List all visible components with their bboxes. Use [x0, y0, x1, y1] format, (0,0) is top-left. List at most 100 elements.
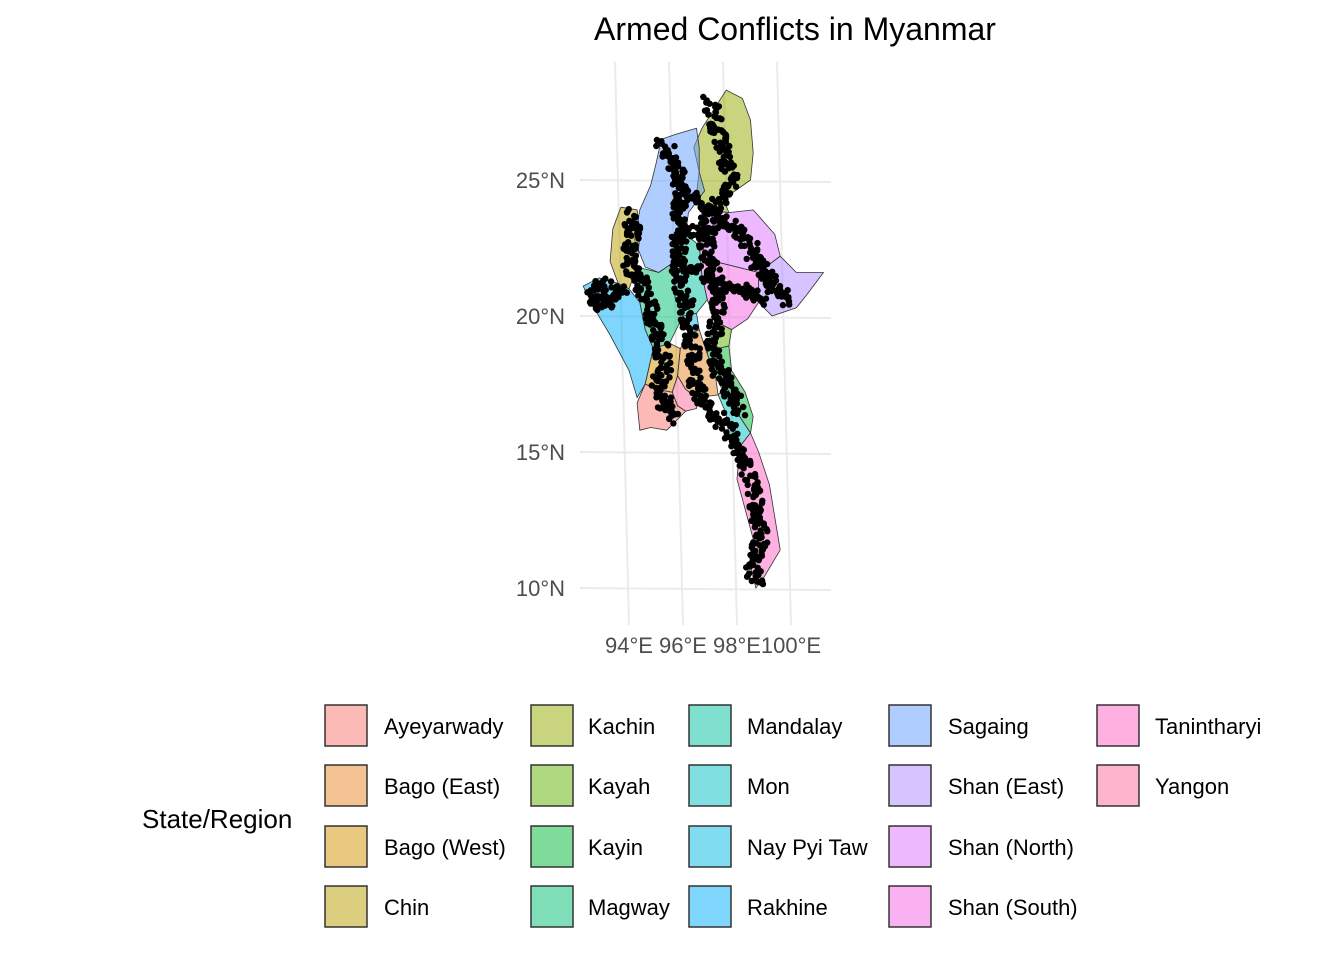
legend-label-1: Bago (East) [384, 774, 500, 799]
conflict-point [650, 327, 657, 334]
conflict-point [637, 286, 644, 294]
conflict-point [665, 342, 672, 349]
legend-label-17: Yangon [1155, 774, 1229, 799]
conflict-point [738, 471, 745, 478]
conflict-point [759, 546, 767, 553]
conflict-point [713, 330, 720, 338]
conflict-point [653, 353, 661, 361]
legend-key-7 [530, 885, 574, 928]
conflict-point [692, 332, 699, 339]
conflict-point [705, 345, 712, 352]
conflict-point [683, 292, 690, 300]
legend-label-10: Nay Pyi Taw [747, 835, 868, 860]
conflict-point [732, 217, 739, 225]
conflict-point [688, 344, 695, 351]
conflict-point [740, 459, 747, 466]
conflict-point [726, 142, 733, 150]
conflict-point [653, 142, 660, 150]
conflict-point [714, 323, 721, 331]
conflict-point [710, 265, 717, 272]
conflict-point [659, 382, 667, 389]
conflict-point [628, 250, 636, 257]
conflict-point [725, 366, 732, 374]
legend-key-5 [530, 764, 574, 807]
conflict-point [722, 371, 729, 379]
conflict-point [684, 287, 692, 295]
conflict-point [696, 345, 703, 352]
conflict-point [716, 148, 723, 155]
conflict-point [599, 300, 607, 308]
conflict-point [759, 580, 766, 587]
legend-key-4 [530, 704, 574, 747]
conflict-point [676, 302, 684, 309]
conflict-point [680, 260, 687, 267]
conflict-point [746, 249, 754, 256]
conflict-point [730, 404, 738, 411]
conflict-point [752, 573, 759, 580]
conflict-point [733, 443, 740, 451]
conflict-point [629, 256, 636, 263]
legend-label-7: Magway [588, 895, 670, 920]
conflict-point [685, 312, 693, 319]
conflict-point [785, 296, 792, 304]
legend-key-1 [324, 764, 368, 807]
conflict-point [752, 547, 759, 555]
conflict-point [728, 443, 735, 450]
legend-title: State/Region [142, 804, 292, 834]
x-tick-label-0: 94°E [605, 633, 653, 658]
conflict-point [659, 396, 666, 403]
conflict-point [604, 299, 612, 306]
conflict-point [741, 412, 749, 419]
conflict-point [751, 519, 758, 526]
conflict-point [656, 405, 664, 412]
conflict-point [712, 423, 719, 430]
conflict-point [641, 296, 648, 303]
conflict-point [713, 213, 721, 221]
conflict-point [720, 309, 727, 316]
conflict-point [686, 381, 694, 388]
conflict-point [590, 287, 598, 294]
conflict-point [717, 369, 724, 376]
legend-label-15: Shan (South) [948, 895, 1078, 920]
conflict-point [669, 248, 676, 255]
conflict-point [757, 527, 764, 534]
conflict-point [686, 326, 694, 334]
conflict-point [712, 198, 719, 206]
conflict-point [717, 200, 724, 207]
conflict-point [744, 490, 752, 498]
conflict-point [756, 295, 763, 303]
conflict-point [723, 213, 730, 220]
conflict-point [655, 366, 662, 374]
conflict-point [673, 237, 681, 245]
conflict-point [662, 147, 670, 154]
conflict-point [670, 420, 677, 427]
conflict-point [754, 246, 761, 253]
conflict-point [721, 435, 729, 442]
conflict-point [666, 374, 673, 381]
legend-label-0: Ayeyarwady [384, 714, 503, 739]
conflict-point [751, 524, 759, 531]
conflict-point [744, 481, 751, 489]
conflict-point [672, 289, 680, 296]
conflict-point [623, 289, 630, 296]
conflict-point [618, 286, 626, 294]
conflict-point [711, 339, 719, 346]
conflict-point [676, 220, 683, 228]
conflict-point [666, 353, 673, 360]
conflict-point [715, 347, 723, 354]
conflict-point [701, 249, 709, 256]
legend-key-9 [688, 764, 732, 807]
conflict-point [658, 139, 665, 147]
conflict-point [756, 514, 763, 521]
conflict-point [677, 185, 684, 192]
conflict-point [649, 335, 657, 342]
conflict-point [729, 164, 736, 171]
conflict-point [706, 100, 713, 107]
legend-label-9: Mon [747, 774, 790, 799]
legend-key-17 [1096, 764, 1140, 807]
conflict-point [786, 301, 793, 308]
conflict-point [755, 488, 762, 495]
conflict-point [688, 268, 696, 275]
conflict-point [676, 309, 684, 316]
